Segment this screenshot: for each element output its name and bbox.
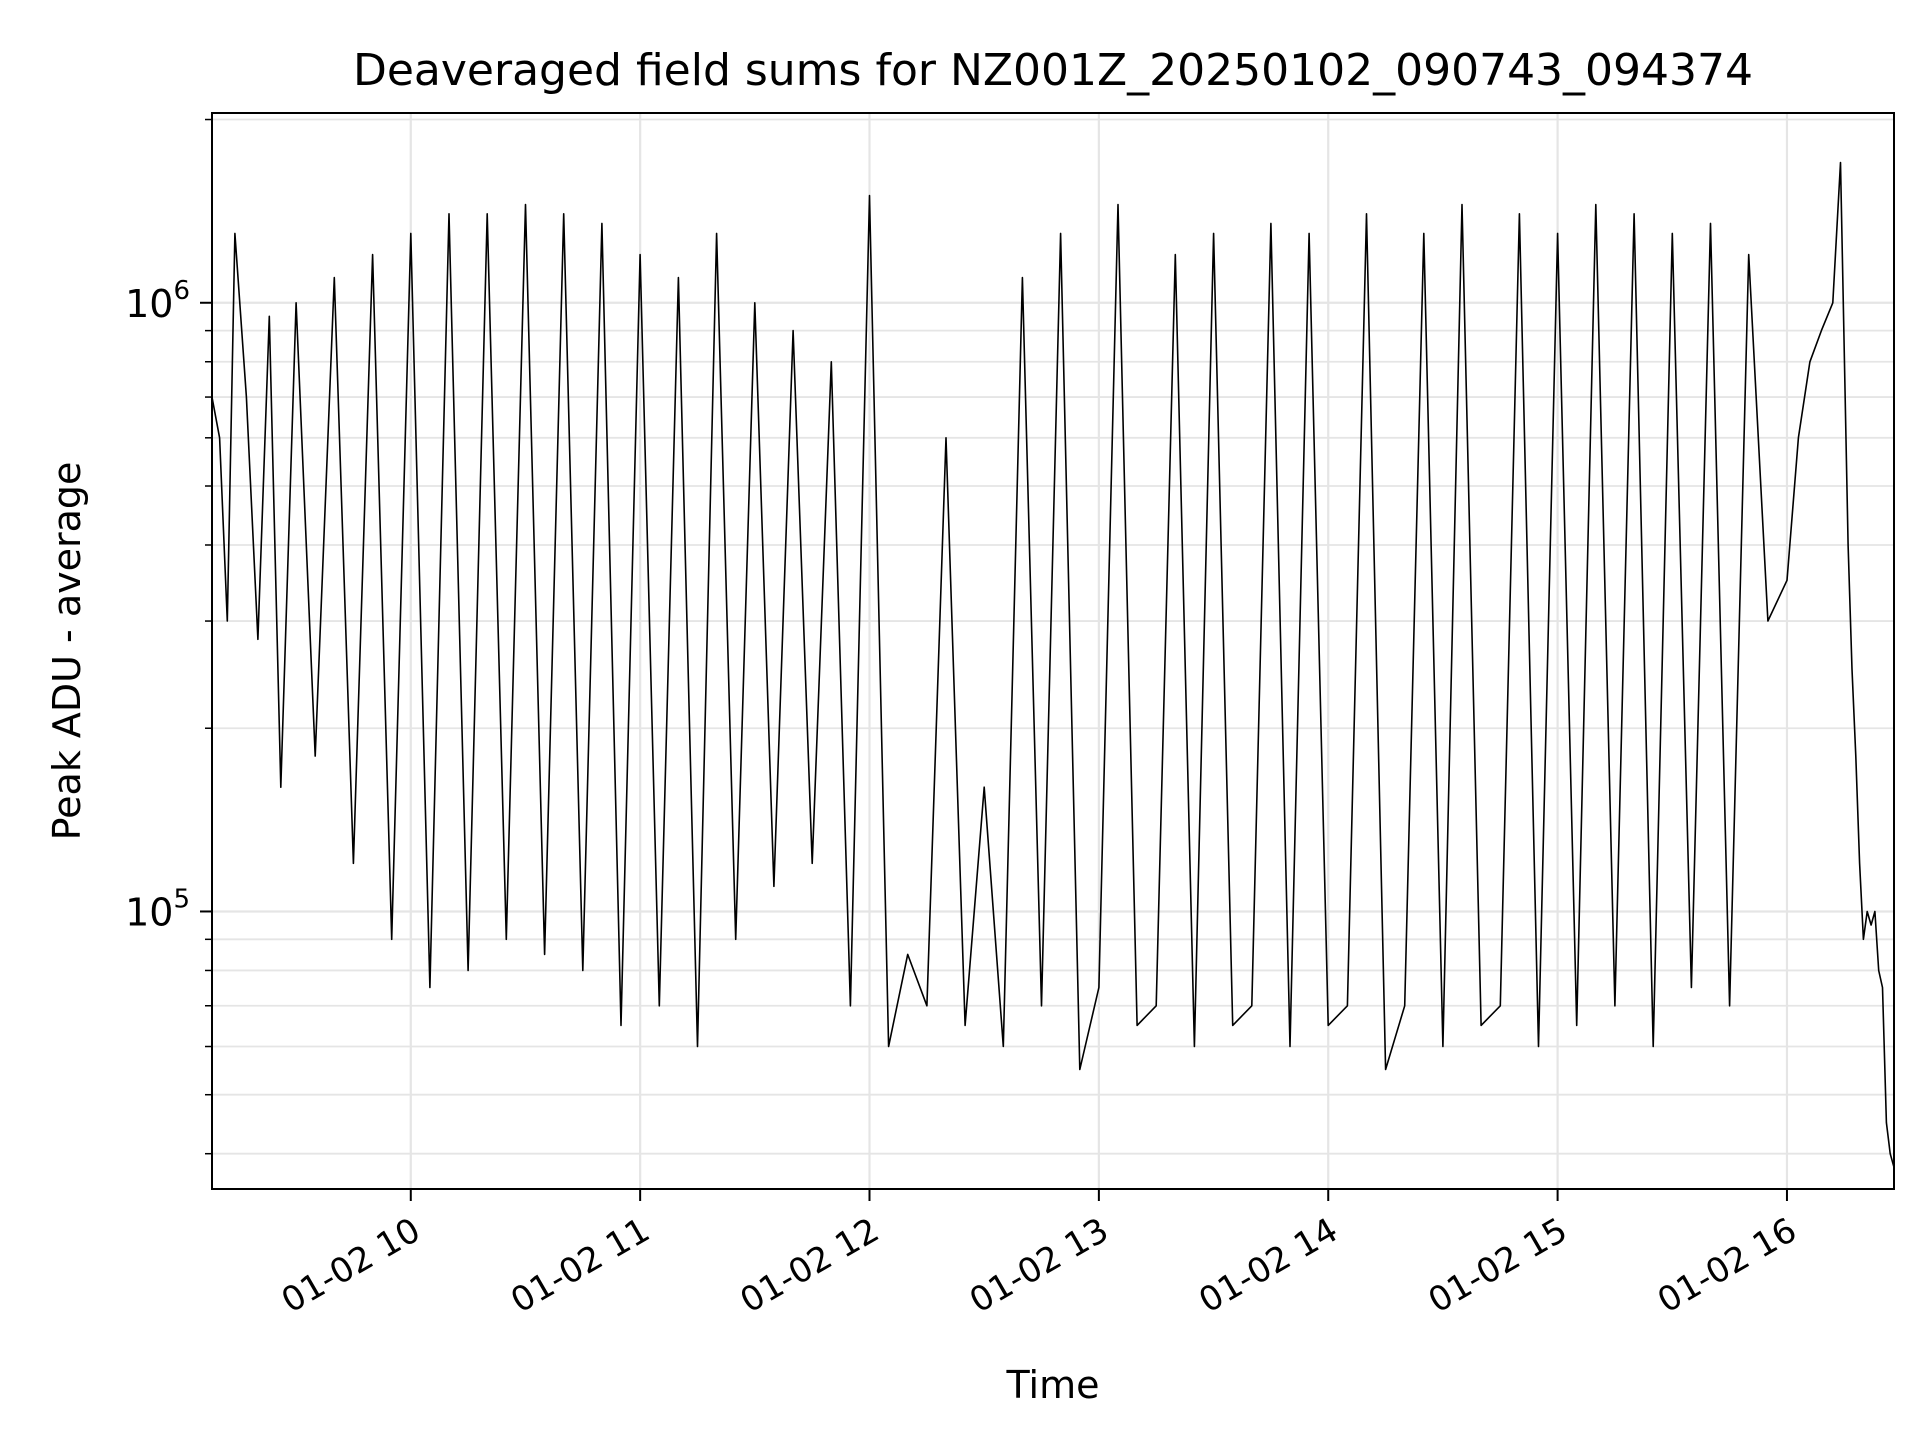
series-line — [211, 161, 1895, 1168]
y-tick-label: 106 — [125, 276, 190, 326]
y-tick-label: 105 — [125, 884, 190, 934]
y-tick-label-base: 10 — [125, 282, 173, 326]
y-axis-label: Peak ADU - average — [45, 462, 89, 841]
plot-frame — [211, 112, 1895, 1190]
y-tick-label-base: 10 — [125, 890, 173, 934]
series-layer — [211, 161, 1895, 1168]
x-axis-label: Time — [1006, 1363, 1100, 1407]
y-tick-label-exponent: 5 — [173, 884, 190, 914]
y-tick-label-exponent: 6 — [173, 276, 190, 306]
chart-title: Deaveraged field sums for NZ001Z_2025010… — [353, 45, 1753, 96]
